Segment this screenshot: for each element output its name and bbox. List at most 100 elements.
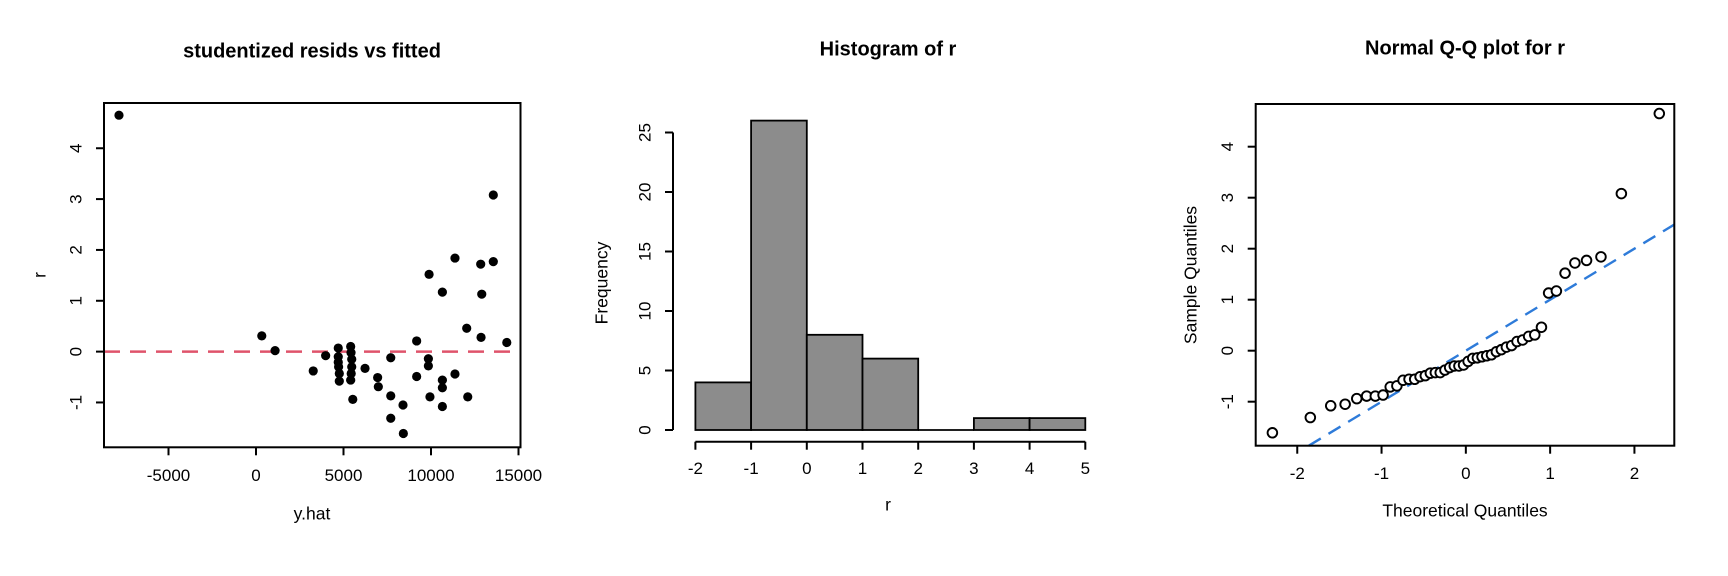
- data-point: [412, 371, 422, 382]
- y-tick-label: 1: [66, 296, 85, 305]
- qq-point: [1580, 254, 1593, 267]
- y-tick-label: 0: [66, 347, 85, 356]
- qq-point: [1529, 329, 1541, 341]
- x-tick-label: 15000: [495, 466, 542, 485]
- x-tick-label: -1: [744, 459, 759, 478]
- x-tick-label: -2: [688, 459, 703, 478]
- histogram-bar: [1028, 417, 1087, 431]
- qq-point: [1377, 389, 1389, 401]
- data-point: [423, 354, 433, 364]
- qq-point: [1339, 398, 1351, 410]
- qq-point: [1304, 411, 1317, 424]
- data-point: [360, 363, 370, 373]
- y-tick-label: 2: [1218, 244, 1237, 253]
- data-point: [450, 253, 460, 263]
- qq-point: [1550, 285, 1563, 297]
- x-tick-label: 2: [1630, 464, 1639, 483]
- y-tick-label: -1: [1218, 394, 1237, 409]
- x-tick-label: 1: [858, 459, 867, 478]
- y-tick-label: 0: [1218, 346, 1237, 355]
- qq-ylabel: Sample Quantiles: [1180, 205, 1201, 345]
- y-tick-label: 5: [635, 366, 654, 375]
- scatter-plot-svg: -5000 0 5000 10000 15000 -1 0 1 2 3 4: [66, 102, 542, 485]
- x-tick-label: -2: [1290, 464, 1305, 483]
- data-point: [437, 383, 447, 393]
- y-tick-label: 4: [66, 144, 85, 153]
- data-point: [334, 368, 344, 379]
- x-tick-label: 5000: [325, 466, 363, 485]
- x-tick-label: -1: [1374, 464, 1389, 483]
- qq-plot-svg: -2 -1 0 1 2 -1 0 1 2 3 4: [1218, 103, 1676, 483]
- data-point: [398, 428, 408, 439]
- histogram-bar: [694, 381, 753, 431]
- qq-xlabel: Theoretical Quantiles: [1382, 500, 1548, 521]
- qq-point: [1351, 392, 1363, 405]
- y-tick-label: 15: [635, 242, 654, 261]
- data-point: [502, 337, 512, 348]
- y-tick-label: 3: [1218, 193, 1237, 202]
- data-point: [114, 110, 124, 120]
- qq-point: [1569, 257, 1581, 269]
- data-point: [462, 323, 472, 333]
- qq-point: [1266, 427, 1279, 439]
- scatter-ylabel: r: [29, 272, 50, 278]
- data-point: [348, 394, 358, 405]
- data-point: [270, 345, 280, 356]
- y-tick-label: -1: [66, 395, 85, 410]
- x-tick-label: 2: [913, 459, 922, 478]
- y-tick-label: 4: [1218, 142, 1237, 151]
- data-point: [463, 392, 473, 402]
- data-point: [334, 376, 344, 386]
- histogram-bar: [861, 357, 920, 431]
- data-point: [308, 366, 318, 376]
- x-tick-label: 1: [1545, 464, 1554, 483]
- plot-box: [1254, 103, 1676, 447]
- qq-plot-title: Normal Q-Q plot for r: [1365, 37, 1565, 60]
- data-point: [386, 413, 396, 423]
- histogram-bar: [972, 417, 1031, 431]
- histogram-ylabel: Frequency: [591, 241, 612, 325]
- data-point: [437, 287, 447, 297]
- data-point: [257, 331, 267, 341]
- y-tick-label: 10: [635, 302, 654, 321]
- data-point: [437, 375, 447, 385]
- data-point: [346, 368, 356, 379]
- qq-point: [1595, 251, 1607, 263]
- data-point: [476, 332, 486, 342]
- histogram-bar: [750, 119, 808, 431]
- x-tick-label: 0: [802, 459, 811, 478]
- histogram-xlabel: r: [885, 494, 891, 515]
- data-point: [488, 190, 498, 200]
- data-point: [425, 392, 435, 402]
- data-point: [346, 375, 356, 385]
- x-tick-label: 0: [1461, 464, 1470, 483]
- x-tick-label: 10000: [407, 466, 454, 485]
- scatter-xlabel: y.hat: [293, 503, 331, 524]
- data-point: [373, 382, 383, 392]
- qq-point: [1559, 267, 1571, 279]
- data-point: [424, 269, 434, 279]
- data-point: [476, 259, 486, 269]
- data-point: [373, 372, 383, 383]
- data-point: [437, 401, 447, 412]
- plot-box: [103, 102, 522, 449]
- qq-point: [1615, 187, 1628, 200]
- y-tick-label: 25: [635, 123, 654, 142]
- x-tick-label: -5000: [147, 466, 190, 485]
- data-point: [412, 336, 422, 346]
- data-point: [347, 354, 357, 364]
- histogram-svg: 0 5 10 15 20 25 -2 -1 0 1 2 3 4 5: [635, 119, 1090, 478]
- qq-point: [1653, 107, 1666, 120]
- x-tick-label: 4: [1025, 459, 1034, 478]
- data-point: [398, 400, 408, 410]
- x-tick-label: 5: [1081, 459, 1090, 478]
- y-tick-label: 20: [635, 183, 654, 202]
- data-point: [450, 369, 460, 379]
- histogram-title: Histogram of r: [819, 38, 957, 61]
- data-point: [386, 353, 396, 363]
- data-point: [347, 362, 357, 372]
- qq-point: [1324, 400, 1337, 412]
- scatter-plot-title: studentized resids vs fitted: [183, 40, 441, 63]
- data-point: [386, 391, 396, 401]
